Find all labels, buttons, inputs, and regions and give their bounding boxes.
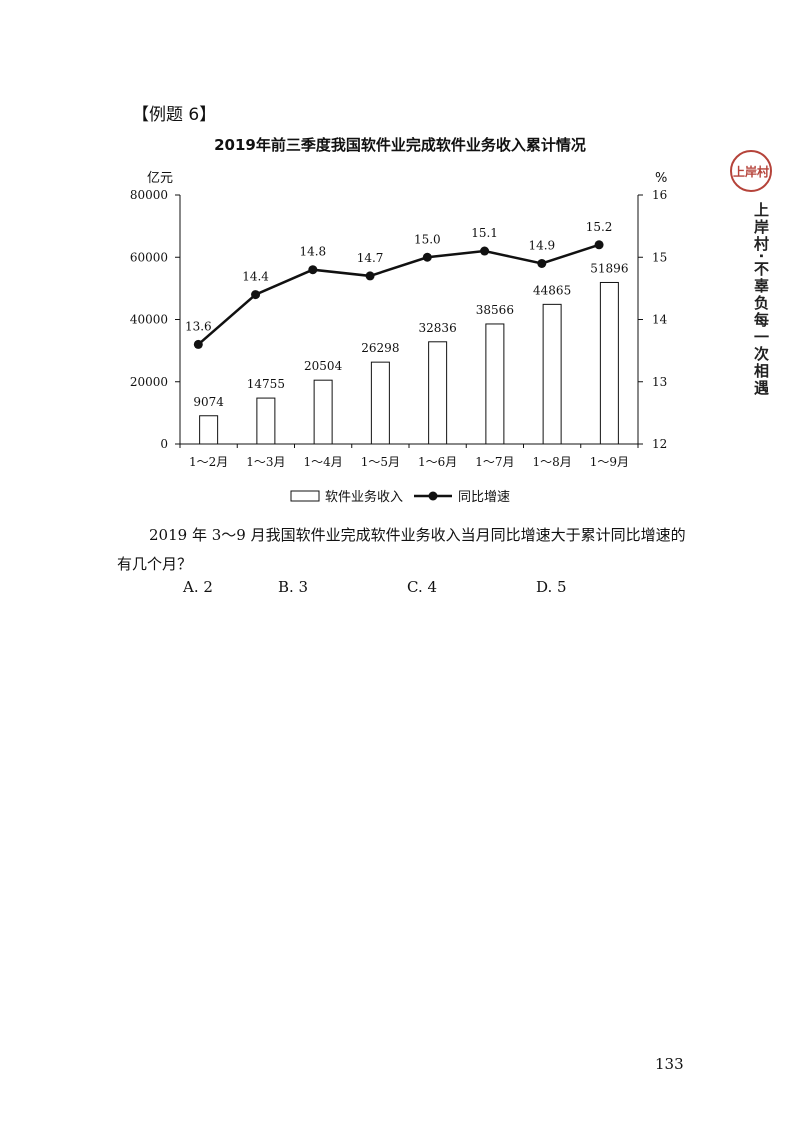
growth-rate-point bbox=[308, 265, 318, 275]
option-d[interactable]: D. 5 bbox=[536, 578, 567, 596]
bar-value-label: 9074 bbox=[193, 395, 224, 409]
x-category-label: 1～8月 bbox=[532, 455, 571, 469]
left-tick-label: 60000 bbox=[130, 250, 168, 264]
right-tick-label: 15 bbox=[652, 250, 667, 264]
bar bbox=[428, 341, 448, 445]
bar bbox=[199, 415, 219, 445]
growth-rate-label: 15.1 bbox=[471, 226, 498, 240]
bar-value-label: 51896 bbox=[590, 261, 628, 275]
x-category-label: 1～2月 bbox=[189, 455, 228, 469]
side-brand: 上岸村 上岸村·不辜负每一次相遇 bbox=[728, 150, 772, 397]
growth-rate-label: 14.4 bbox=[242, 270, 269, 284]
bar bbox=[256, 397, 276, 445]
option-c[interactable]: C. 4 bbox=[407, 578, 438, 596]
left-tick-label: 40000 bbox=[130, 313, 168, 327]
example-label: 【例题 6】 bbox=[132, 105, 217, 125]
growth-rate-point bbox=[594, 240, 604, 250]
growth-rate-label: 15.2 bbox=[586, 220, 613, 234]
left-tick-label: 80000 bbox=[130, 188, 168, 202]
bar-value-label: 44865 bbox=[533, 283, 571, 297]
option-b[interactable]: B. 3 bbox=[278, 578, 309, 596]
bar-value-label: 14755 bbox=[247, 377, 285, 391]
bar-value-label: 26298 bbox=[361, 341, 399, 355]
right-tick-label: 13 bbox=[652, 375, 667, 389]
page-number: 133 bbox=[655, 1055, 684, 1073]
right-tick-label: 16 bbox=[652, 188, 667, 202]
chart: 0 20000 40000 60000 80000 12 13 14 15 16 亿元 % 9074 14… bbox=[130, 171, 668, 505]
brand-seal-logo: 上岸村 bbox=[730, 150, 772, 192]
right-tick-label: 12 bbox=[652, 437, 667, 451]
chart-title: 2019年前三季度我国软件业完成软件业务收入累计情况 bbox=[214, 136, 586, 154]
bar bbox=[599, 281, 619, 445]
legend-bar-label: 软件业务收入 bbox=[325, 489, 403, 505]
question-text: 2019 年 3～9 月我国软件业完成软件业务收入当月同比增速大于累计同比增速的… bbox=[117, 526, 686, 573]
growth-rate-label: 13.6 bbox=[185, 319, 212, 333]
right-tick-label: 14 bbox=[652, 313, 668, 327]
bar-value-label: 20504 bbox=[304, 359, 343, 373]
bar-value-label: 38566 bbox=[476, 303, 514, 317]
x-category-label: 1～9月 bbox=[590, 455, 629, 469]
x-category-label: 1～5月 bbox=[361, 455, 400, 469]
left-axis-unit: 亿元 bbox=[147, 171, 173, 186]
right-axis-unit: % bbox=[655, 171, 667, 186]
growth-rate-point bbox=[537, 258, 547, 268]
x-category-label: 1～4月 bbox=[303, 455, 342, 469]
bar bbox=[542, 303, 562, 445]
growth-rate-point bbox=[193, 339, 203, 349]
x-category-label: 1～7月 bbox=[475, 455, 514, 469]
growth-rate-label: 14.7 bbox=[357, 251, 384, 265]
left-tick-label: 0 bbox=[160, 437, 168, 451]
bar-value-label: 32836 bbox=[419, 321, 457, 335]
option-a[interactable]: A. 2 bbox=[183, 578, 213, 596]
legend-line-marker bbox=[428, 491, 438, 501]
brand-slogan: 上岸村·不辜负每一次相遇 bbox=[752, 202, 770, 397]
x-category-label: 1～3月 bbox=[246, 455, 285, 469]
bar bbox=[313, 379, 333, 445]
bar bbox=[370, 361, 390, 445]
growth-rate-point bbox=[480, 246, 490, 256]
growth-rate-point bbox=[422, 252, 432, 262]
growth-rate-point bbox=[365, 271, 375, 281]
growth-rate-label: 14.9 bbox=[528, 238, 555, 252]
x-category-label: 1～6月 bbox=[418, 455, 457, 469]
growth-rate-line bbox=[197, 243, 600, 346]
left-tick-label: 20000 bbox=[130, 375, 168, 389]
legend-bar-swatch bbox=[290, 490, 320, 502]
legend-line-label: 同比增速 bbox=[458, 490, 510, 505]
growth-rate-point bbox=[251, 290, 261, 300]
growth-rate-label: 14.8 bbox=[299, 245, 326, 259]
bar bbox=[485, 323, 505, 445]
growth-rate-label: 15.0 bbox=[414, 232, 441, 246]
